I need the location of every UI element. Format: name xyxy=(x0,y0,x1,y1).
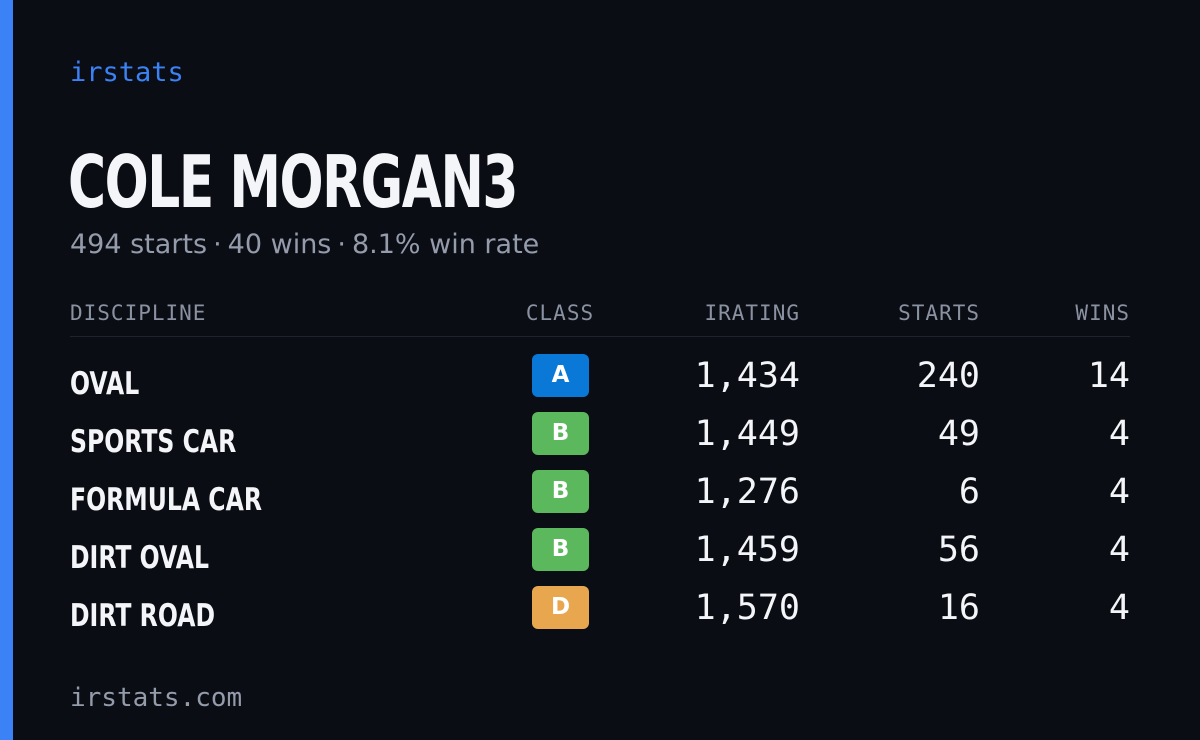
row-discipline: FORMULA CAR xyxy=(70,482,262,518)
footer-site-url: irstats.com xyxy=(70,683,243,713)
summary-separator: · xyxy=(213,229,222,260)
column-header-class: CLASS xyxy=(525,301,595,325)
row-starts: 56 xyxy=(937,530,980,570)
row-discipline: DIRT OVAL xyxy=(70,540,209,576)
summary-wins: 40 wins xyxy=(227,229,332,260)
summary-separator: · xyxy=(337,229,346,260)
row-irating: 1,570 xyxy=(694,588,800,628)
class-badge: D xyxy=(532,586,589,629)
table-row: SPORTS CAR B 1,449 49 4 xyxy=(0,412,1200,470)
row-discipline: SPORTS CAR xyxy=(70,424,237,460)
header-divider xyxy=(70,336,1130,337)
driver-name: COLE MORGAN3 xyxy=(68,140,518,224)
row-wins: 4 xyxy=(1108,472,1130,512)
column-header-irating: IRATING xyxy=(704,301,800,325)
table-row: FORMULA CAR B 1,276 6 4 xyxy=(0,470,1200,528)
row-irating: 1,276 xyxy=(694,472,800,512)
class-badge: A xyxy=(532,354,589,397)
table-row: DIRT OVAL B 1,459 56 4 xyxy=(0,528,1200,586)
row-starts: 49 xyxy=(937,414,980,454)
summary-starts: 494 starts xyxy=(70,229,208,260)
row-discipline: DIRT ROAD xyxy=(70,598,216,634)
column-header-wins: WINS xyxy=(1075,301,1130,325)
class-badge: B xyxy=(532,528,589,571)
column-header-starts: STARTS xyxy=(898,301,980,325)
row-wins: 4 xyxy=(1108,588,1130,628)
row-wins: 4 xyxy=(1108,530,1130,570)
row-irating: 1,434 xyxy=(694,356,800,396)
table-row: DIRT ROAD D 1,570 16 4 xyxy=(0,586,1200,644)
row-wins: 4 xyxy=(1108,414,1130,454)
row-starts: 240 xyxy=(916,356,980,396)
class-badge: B xyxy=(532,412,589,455)
row-starts: 16 xyxy=(937,588,980,628)
row-starts: 6 xyxy=(958,472,980,512)
row-discipline: OVAL xyxy=(70,366,140,402)
brand-logo-text: irstats xyxy=(70,57,184,88)
table-row: OVAL A 1,434 240 14 xyxy=(0,354,1200,412)
row-irating: 1,459 xyxy=(694,530,800,570)
row-irating: 1,449 xyxy=(694,414,800,454)
summary-win-rate: 8.1% win rate xyxy=(351,229,540,260)
accent-bar xyxy=(0,0,13,740)
class-badge: B xyxy=(532,470,589,513)
driver-summary: 494 starts · 40 wins · 8.1% win rate xyxy=(70,226,539,264)
column-header-discipline: DISCIPLINE xyxy=(70,301,207,325)
row-wins: 14 xyxy=(1087,356,1130,396)
